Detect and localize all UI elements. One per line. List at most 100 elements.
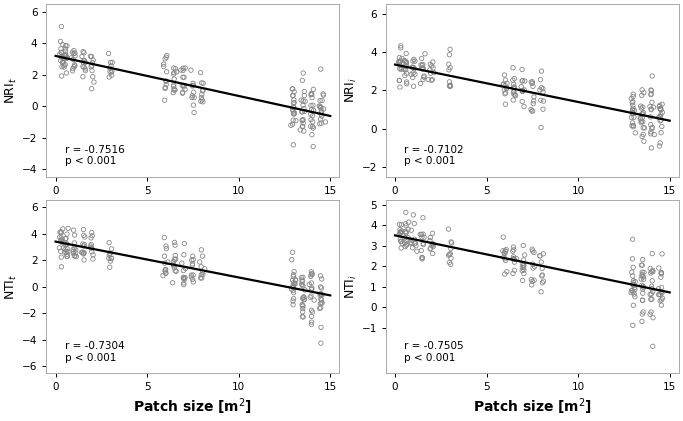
Point — [417, 256, 428, 262]
Point — [394, 62, 405, 69]
Point — [104, 264, 115, 271]
Point — [417, 231, 428, 237]
Point — [528, 98, 539, 104]
Point — [626, 95, 637, 102]
Point — [518, 270, 529, 277]
Point — [518, 103, 529, 110]
Point — [70, 249, 81, 256]
Point — [79, 250, 89, 256]
Point — [167, 280, 178, 286]
Point — [306, 286, 317, 293]
Point — [419, 234, 430, 241]
Point — [296, 282, 307, 288]
Point — [77, 249, 88, 256]
Point — [61, 240, 72, 247]
Point — [517, 261, 528, 267]
Point — [400, 72, 410, 79]
Point — [529, 277, 540, 284]
Point — [417, 61, 428, 68]
Point — [70, 53, 81, 59]
Point — [161, 269, 171, 276]
Point — [299, 287, 310, 293]
Point — [178, 83, 189, 90]
Point — [656, 106, 667, 113]
Point — [401, 70, 412, 77]
Point — [654, 265, 665, 272]
Point — [499, 254, 510, 261]
Point — [168, 82, 179, 88]
Point — [305, 293, 316, 299]
Point — [169, 242, 180, 248]
Point — [55, 57, 66, 64]
Point — [315, 103, 326, 110]
Point — [656, 250, 667, 257]
Point — [57, 41, 68, 48]
Point — [178, 275, 189, 282]
Point — [56, 72, 67, 79]
Point — [646, 268, 657, 275]
Point — [186, 257, 197, 264]
Point — [187, 261, 198, 267]
Point — [161, 266, 171, 273]
Point — [657, 109, 668, 116]
Point — [645, 269, 656, 276]
Point — [103, 50, 114, 57]
Point — [169, 87, 180, 93]
Point — [163, 258, 173, 265]
Point — [508, 246, 519, 253]
Point — [527, 265, 538, 272]
Point — [85, 234, 96, 241]
Point — [161, 243, 171, 250]
Point — [646, 91, 657, 97]
Point — [519, 87, 530, 93]
Point — [307, 118, 318, 125]
Point — [59, 64, 70, 70]
Point — [649, 131, 660, 138]
Point — [645, 106, 656, 112]
Point — [307, 309, 318, 315]
Point — [87, 67, 98, 74]
Point — [627, 107, 638, 114]
Point — [425, 70, 436, 77]
Point — [62, 253, 73, 260]
Point — [55, 248, 66, 255]
Point — [400, 58, 410, 65]
Point — [630, 278, 641, 285]
Point — [444, 51, 455, 58]
Point — [78, 48, 89, 55]
Point — [443, 252, 454, 258]
Point — [408, 56, 419, 63]
Point — [628, 264, 639, 271]
Point — [85, 64, 96, 70]
Point — [305, 294, 316, 301]
Point — [87, 256, 98, 262]
Point — [444, 78, 455, 85]
Point — [67, 49, 78, 56]
Point — [509, 84, 520, 91]
Point — [508, 89, 519, 96]
Point — [316, 109, 326, 115]
Point — [511, 256, 522, 262]
Point — [67, 67, 78, 74]
Y-axis label: NTI$_i$: NTI$_i$ — [344, 274, 359, 299]
Point — [315, 104, 326, 111]
Point — [180, 86, 191, 93]
Point — [423, 76, 434, 83]
Point — [305, 123, 316, 130]
Point — [509, 267, 520, 274]
Point — [85, 53, 96, 60]
Point — [299, 92, 310, 99]
Point — [400, 220, 411, 227]
Point — [501, 268, 512, 275]
Point — [187, 262, 198, 269]
Point — [288, 301, 298, 308]
Point — [628, 105, 639, 112]
Point — [60, 241, 71, 248]
Point — [54, 234, 65, 240]
Point — [288, 85, 298, 92]
Point — [315, 304, 326, 311]
Point — [500, 77, 511, 83]
Point — [628, 98, 639, 105]
Point — [316, 285, 327, 291]
Point — [409, 66, 420, 72]
